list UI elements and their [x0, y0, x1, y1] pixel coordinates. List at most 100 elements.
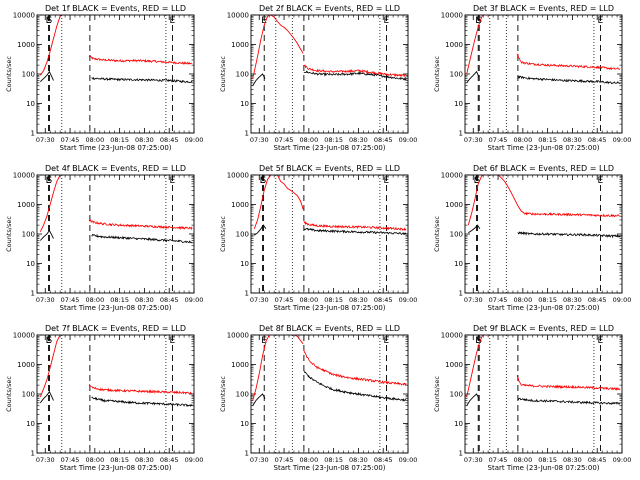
panel-9: Det 9f BLACK = Events, RED = LLD Counts/s… [433, 324, 631, 472]
marker-label: E [384, 16, 390, 26]
x-tick-label: 08:45 [374, 456, 393, 464]
events-rise-line [254, 224, 267, 236]
x-tick-label: 09:00 [185, 136, 204, 144]
x-tick-label: 09:00 [613, 296, 632, 304]
y-tick-label: 100 [236, 391, 249, 399]
marker-label: S [47, 336, 53, 346]
lld-tail-line [88, 219, 193, 231]
x-tick-label: 08:00 [299, 136, 318, 144]
y-axis-label: Counts/sec [433, 376, 441, 412]
x-tick-label: 07:30 [36, 456, 55, 464]
x-tick-label: 09:00 [399, 296, 418, 304]
x-tick-label: 07:45 [489, 296, 508, 304]
lld-rise-line [39, 175, 62, 232]
x-tick-label: 08:30 [563, 136, 582, 144]
panel-5: Det 5f BLACK = Events, RED = LLD Counts/s… [219, 164, 417, 312]
y-tick-label: 10000 [13, 12, 35, 20]
x-tick-label: 07:45 [275, 136, 294, 144]
x-tick-label: 08:00 [513, 136, 532, 144]
x-tick-label: 07:30 [36, 136, 55, 144]
events-tail-line [517, 75, 621, 85]
lld-rise-line [466, 335, 484, 397]
y-tick-label: 1 [459, 290, 463, 298]
y-axis-label: Counts/sec [5, 216, 13, 252]
plot-frame [36, 174, 195, 294]
x-axis-label: Start Time (23-Jun-08 07:25:00) [274, 464, 386, 472]
marker-label: S [476, 336, 482, 346]
x-tick-label: 07:45 [61, 456, 80, 464]
y-tick-label: 10 [26, 100, 35, 108]
y-tick-label: 1 [459, 450, 463, 458]
marker-label: E [46, 176, 52, 186]
y-tick-label: 100 [236, 231, 249, 239]
x-tick-label: 08:45 [160, 456, 179, 464]
events-rise-line [39, 229, 54, 241]
lld-tail-line [303, 64, 407, 78]
marker-label: S [261, 176, 267, 186]
panel-8: Det 8f BLACK = Events, RED = LLD Counts/s… [219, 324, 417, 472]
plot-frame [250, 334, 409, 454]
panel-2: Det 2f BLACK = Events, RED = LLD Counts/s… [219, 4, 417, 152]
y-tick-label: 100 [22, 231, 35, 239]
marker-label: E [170, 16, 176, 26]
marker-label: E [475, 336, 481, 346]
x-tick-label: 07:45 [489, 136, 508, 144]
plot-frame [36, 14, 195, 134]
x-tick-label: 08:00 [299, 456, 318, 464]
y-axis-label: Counts/sec [5, 56, 13, 92]
marker-label: E [384, 336, 390, 346]
y-tick-label: 100 [22, 391, 35, 399]
x-tick-label: 08:30 [135, 136, 154, 144]
plot-frame [250, 174, 409, 294]
y-tick-label: 1000 [445, 361, 463, 369]
y-axis-label: Counts/sec [5, 376, 13, 412]
marker-label: E [170, 176, 176, 186]
y-tick-label: 10 [454, 100, 463, 108]
panel-title: Det 2f BLACK = Events, RED = LLD [259, 4, 400, 13]
events-rise-line [466, 70, 480, 84]
marker-label: E [474, 176, 480, 186]
y-tick-label: 1000 [17, 41, 35, 49]
marker-label: E [598, 16, 604, 26]
x-tick-label: 07:30 [464, 296, 483, 304]
marker-label: E [170, 336, 176, 346]
y-tick-label: 1 [245, 130, 249, 138]
lld-tail-line [88, 383, 193, 395]
lld-rise-line [252, 335, 304, 401]
x-tick-label: 08:45 [588, 136, 607, 144]
x-axis-label: Start Time (23-Jun-08 07:25:00) [274, 304, 386, 312]
y-tick-label: 10000 [13, 332, 35, 340]
marker-label: E [598, 336, 604, 346]
panel-title: Det 1f BLACK = Events, RED = LLD [45, 4, 186, 13]
events-rise-line [252, 393, 266, 406]
x-tick-label: 08:15 [110, 296, 129, 304]
lld-tail-line [303, 220, 407, 232]
x-tick-label: 07:45 [489, 456, 508, 464]
x-tick-label: 08:15 [110, 456, 129, 464]
x-tick-label: 08:00 [85, 136, 104, 144]
x-tick-label: 08:30 [563, 456, 582, 464]
y-tick-label: 10 [240, 260, 249, 268]
marker-label: E [384, 176, 390, 186]
x-tick-label: 07:30 [250, 456, 269, 464]
x-axis-label: Start Time (23-Jun-08 07:25:00) [488, 304, 600, 312]
events-tail-line [303, 227, 407, 236]
x-axis-label: Start Time (23-Jun-08 07:25:00) [60, 304, 172, 312]
x-tick-label: 08:15 [538, 296, 557, 304]
marker-label: E [475, 16, 481, 26]
x-tick-label: 08:45 [374, 136, 393, 144]
x-tick-label: 07:30 [250, 296, 269, 304]
panel-3: Det 3f BLACK = Events, RED = LLD Counts/s… [433, 4, 631, 152]
y-tick-label: 1000 [445, 41, 463, 49]
x-tick-label: 07:30 [250, 136, 269, 144]
y-tick-label: 1000 [231, 201, 249, 209]
y-axis-label: Counts/sec [433, 216, 441, 252]
x-tick-label: 09:00 [613, 136, 632, 144]
y-tick-label: 10 [26, 260, 35, 268]
panel-title: Det 9f BLACK = Events, RED = LLD [473, 324, 614, 333]
plot-frame [250, 14, 409, 134]
marker-label: E [46, 16, 52, 26]
panel-4: Det 4f BLACK = Events, RED = LLD Counts/s… [5, 164, 203, 312]
x-tick-label: 09:00 [185, 456, 204, 464]
events-tail-line [517, 397, 621, 405]
